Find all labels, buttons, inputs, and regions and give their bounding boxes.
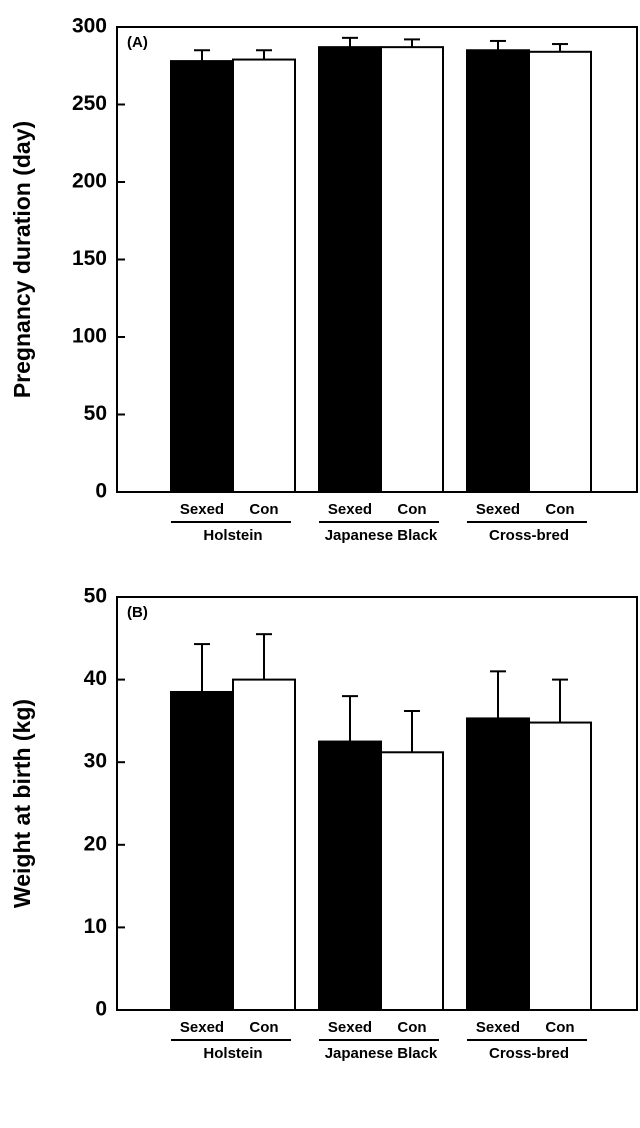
bar — [318, 740, 382, 1011]
x-tick-label: Holstein — [203, 1045, 262, 1062]
y-tick-label: 20 — [84, 832, 107, 855]
panel-label: (B) — [127, 604, 148, 621]
y-axis-label: Pregnancy duration (day) — [9, 121, 35, 398]
bar-label: Sexed — [328, 1019, 372, 1036]
x-tick-label: Japanese Black — [325, 1045, 438, 1062]
x-tick-label: Cross-bred — [489, 1045, 569, 1062]
x-tick-label: Cross-bred — [489, 527, 569, 544]
y-tick-label: 50 — [84, 585, 107, 608]
bar-label: Con — [249, 501, 278, 518]
bar-label: Con — [397, 1019, 426, 1036]
y-tick-label: 0 — [95, 480, 107, 503]
y-axis-label: Weight at birth (kg) — [9, 699, 35, 908]
y-tick-label: 50 — [84, 402, 107, 425]
y-tick-label: 100 — [72, 325, 107, 348]
bar-label: Sexed — [180, 501, 224, 518]
x-tick-label: Holstein — [203, 527, 262, 544]
bar — [528, 50, 592, 494]
y-tick-label: 200 — [72, 170, 107, 193]
y-tick-label: 30 — [84, 750, 107, 773]
bar-label: Sexed — [476, 1019, 520, 1036]
bar — [170, 60, 234, 493]
y-tick-label: 300 — [72, 15, 107, 38]
bar-label: Sexed — [328, 501, 372, 518]
bar — [528, 721, 592, 1011]
x-tick-label: Japanese Black — [325, 527, 438, 544]
bar-label: Sexed — [180, 1019, 224, 1036]
y-tick-label: 0 — [95, 998, 107, 1021]
bar — [466, 49, 530, 493]
bar — [380, 751, 444, 1012]
bar-label: Con — [545, 1019, 574, 1036]
panel-label: (A) — [127, 34, 148, 51]
bar — [466, 717, 530, 1011]
bar-label: Sexed — [476, 501, 520, 518]
bar-label: Con — [397, 501, 426, 518]
bar — [380, 46, 444, 494]
bar — [232, 678, 296, 1011]
y-tick-label: 250 — [72, 92, 107, 115]
bar — [318, 46, 382, 494]
y-tick-label: 40 — [84, 667, 107, 690]
bar-label: Con — [545, 501, 574, 518]
bar — [232, 58, 296, 494]
bar-label: Con — [249, 1019, 278, 1036]
bar — [170, 690, 234, 1011]
y-tick-label: 150 — [72, 247, 107, 270]
y-tick-label: 10 — [84, 915, 107, 938]
